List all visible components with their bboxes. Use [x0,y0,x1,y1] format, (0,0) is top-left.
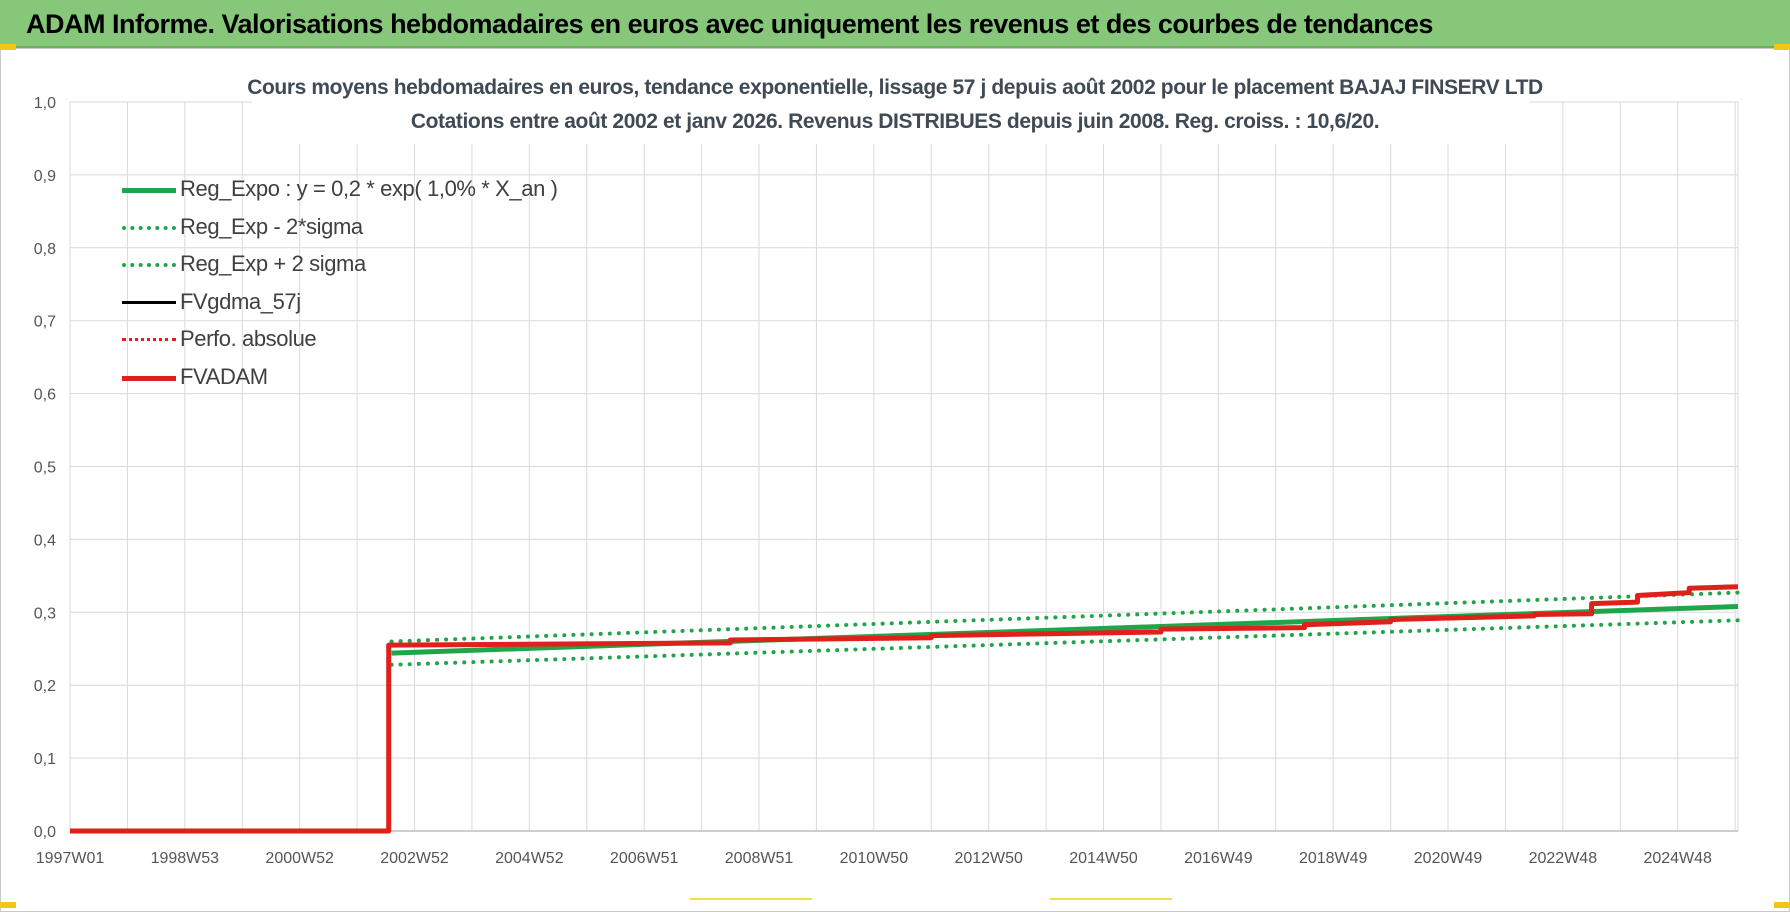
legend-swatch [122,188,176,193]
report-banner: ADAM Informe. Valorisations hebdomadaire… [0,0,1790,48]
legend-swatch [122,300,176,304]
corner-marker [1774,44,1790,50]
y-tick-label: 0,4 [34,532,56,549]
x-tick-label: 2002W52 [380,850,449,867]
legend-label: Perfo. absolue [180,326,317,351]
series-line [389,618,1740,667]
legend-item: FVgdma_57j [118,289,598,327]
y-tick-label: 0,7 [34,314,56,331]
y-tick-label: 0,6 [34,387,56,404]
legend-label: Reg_Exp + 2 sigma [180,251,366,276]
corner-marker [0,902,16,908]
legend-item: Reg_Expo : y = 0,2 * exp( 1,0% * X_an ) [118,176,598,214]
chart-legend: Reg_Expo : y = 0,2 * exp( 1,0% * X_an ) … [118,176,598,401]
corner-marker [1774,902,1790,908]
y-tick-label: 0,8 [34,241,56,258]
report-title: ADAM Informe. Valorisations hebdomadaire… [26,9,1433,39]
legend-label: FVgdma_57j [180,288,301,314]
footer-marker [690,898,812,900]
x-tick-label: 2024W48 [1643,850,1712,867]
legend-label: FVADAM [180,363,268,389]
x-tick-label: 2012W50 [954,850,1023,867]
x-tick-label: 2000W52 [265,850,334,867]
y-tick-label: 1,0 [34,95,56,112]
footer-marker [1050,898,1172,900]
y-tick-label: 0,9 [34,168,56,185]
y-tick-label: 0,1 [34,751,56,768]
series-line [70,584,1739,834]
legend-item: Perfo. absolue [118,326,598,364]
series-line [389,590,1740,644]
x-tick-label: 2010W50 [840,850,909,867]
x-tick-label: 1998W53 [151,850,220,867]
legend-label: Reg_Expo : y = 0,2 * exp( 1,0% * X_an ) [180,176,558,201]
x-tick-label: 2014W50 [1069,850,1138,867]
legend-label: Reg_Exp - 2*sigma [180,213,363,239]
chart-title-line2: Cotations entre août 2002 et janv 2026. … [410,110,1380,133]
x-tick-label: 1997W01 [36,850,105,867]
legend-swatch [122,225,176,230]
legend-item: FVADAM [118,364,598,402]
x-tick-label: 2022W48 [1529,850,1598,867]
chart-title-box [252,72,1530,144]
x-tick-label: 2008W51 [725,850,794,867]
legend-item: Reg_Exp - 2*sigma [118,214,598,252]
series-lines [70,584,1740,834]
x-tick-label: 2020W49 [1414,850,1483,867]
y-tick-label: 0,0 [34,824,56,841]
legend-item: Reg_Exp + 2 sigma [118,251,598,289]
y-tick-label: 0,2 [34,678,56,695]
legend-swatch [122,263,176,267]
corner-marker [0,44,16,50]
y-tick-label: 0,3 [34,605,56,622]
x-tick-label: 2016W49 [1184,850,1253,867]
x-tick-label: 2018W49 [1299,850,1368,867]
x-tick-label: 2006W51 [610,850,679,867]
x-tick-label: 2004W52 [495,850,564,867]
legend-swatch [122,338,176,341]
legend-swatch [122,375,176,381]
chart-title-line1: Cours moyens hebdomadaires en euros, ten… [247,76,1543,99]
y-tick-label: 0,5 [34,460,56,477]
